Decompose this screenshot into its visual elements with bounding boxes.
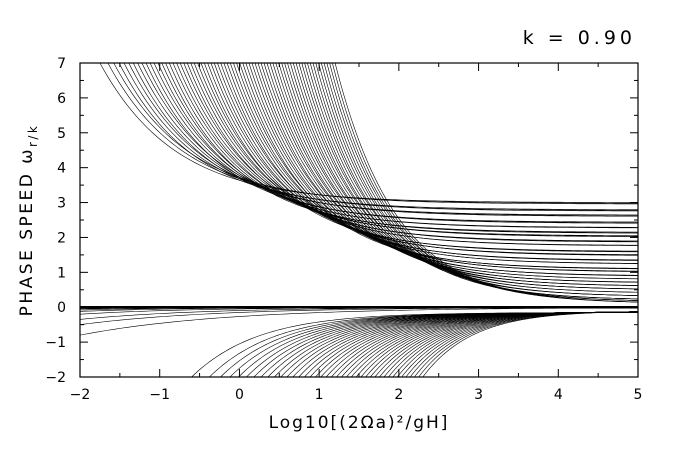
series-eastward-5 bbox=[123, 62, 639, 211]
series-eastward-39 bbox=[245, 62, 639, 270]
series-eastward-34 bbox=[229, 62, 639, 261]
series-eastward-56 bbox=[295, 62, 639, 290]
series-westward-5 bbox=[238, 312, 638, 378]
series-eastward-31 bbox=[220, 62, 639, 256]
y-tick-label-4: 2 bbox=[57, 230, 66, 246]
series-eastward-44 bbox=[260, 62, 639, 276]
series-eastward-61 bbox=[309, 62, 639, 296]
x-tick-label-0: −2 bbox=[70, 387, 91, 403]
y-axis-label-sub: r/k bbox=[26, 124, 40, 147]
y-tick-label-1: −1 bbox=[45, 335, 66, 351]
curves-group bbox=[79, 62, 639, 378]
annotation-k: k = 0.90 bbox=[523, 27, 636, 49]
y-tick-label-3: 1 bbox=[57, 265, 66, 281]
series-eastward-17 bbox=[172, 62, 639, 234]
y-tick-label-8: 6 bbox=[57, 91, 66, 107]
x-tick-label-6: 4 bbox=[554, 387, 563, 403]
series-westward-34 bbox=[397, 311, 639, 378]
x-tick-label-2: 0 bbox=[235, 387, 244, 403]
y-tick-label-0: −2 bbox=[45, 370, 66, 386]
y-tick-label-9: 7 bbox=[57, 56, 66, 72]
y-tick-label-5: 3 bbox=[57, 196, 66, 212]
series-rossby-8 bbox=[79, 307, 639, 336]
series-eastward-43 bbox=[257, 62, 639, 276]
series-eastward-67 bbox=[326, 62, 639, 301]
series-eastward-52 bbox=[284, 62, 639, 286]
series-eastward-9 bbox=[141, 62, 639, 217]
axis-ticks: −2 −1 0 1 2 3 4 5 −2 −1 0 1 2 3 4 5 6 7 bbox=[45, 56, 642, 403]
series-eastward-51 bbox=[281, 62, 639, 286]
series-eastward-42 bbox=[254, 62, 639, 272]
series-eastward-33 bbox=[226, 62, 639, 261]
series-eastward-11 bbox=[149, 62, 639, 223]
series-eastward-66 bbox=[323, 62, 639, 301]
series-eastward-45 bbox=[263, 62, 639, 276]
y-tick-label-6: 4 bbox=[57, 161, 66, 177]
series-eastward-3 bbox=[113, 62, 639, 205]
y-axis-label: PHASE SPEED ωr/k bbox=[17, 124, 40, 317]
x-tick-label-3: 1 bbox=[315, 387, 324, 403]
series-eastward-63 bbox=[315, 62, 639, 300]
y-tick-label-2: 0 bbox=[57, 300, 66, 316]
series-westward-40 bbox=[422, 311, 639, 378]
y-axis-label-group: PHASE SPEED ωr/k bbox=[17, 124, 40, 317]
series-eastward-2 bbox=[107, 62, 639, 204]
series-eastward-10 bbox=[145, 62, 639, 223]
series-eastward-53 bbox=[287, 62, 639, 286]
x-axis-label: Log10[(2Ωa)²/gH] bbox=[269, 413, 450, 433]
series-eastward-24 bbox=[197, 62, 639, 246]
series-eastward-25 bbox=[200, 62, 639, 246]
x-tick-label-7: 5 bbox=[634, 387, 643, 403]
series-eastward-60 bbox=[307, 62, 639, 296]
y-tick-label-7: 5 bbox=[57, 126, 66, 142]
series-eastward-4 bbox=[118, 62, 639, 210]
x-tick-label-5: 3 bbox=[474, 387, 483, 403]
x-tick-label-1: −1 bbox=[149, 387, 170, 403]
series-eastward-47 bbox=[269, 62, 639, 280]
series-eastward-32 bbox=[223, 62, 639, 261]
series-westward-4 bbox=[229, 312, 639, 378]
series-westward-6 bbox=[246, 312, 639, 378]
series-eastward-59 bbox=[304, 62, 639, 296]
series-eastward-28 bbox=[210, 62, 639, 253]
series-eastward-68 bbox=[329, 62, 639, 303]
series-eastward-69 bbox=[332, 62, 639, 303]
y-axis-label-main: PHASE SPEED ω bbox=[17, 147, 37, 316]
x-tick-label-4: 2 bbox=[394, 387, 403, 403]
series-eastward-50 bbox=[278, 62, 639, 283]
series-eastward-23 bbox=[193, 62, 639, 243]
series-eastward-70 bbox=[334, 62, 639, 303]
